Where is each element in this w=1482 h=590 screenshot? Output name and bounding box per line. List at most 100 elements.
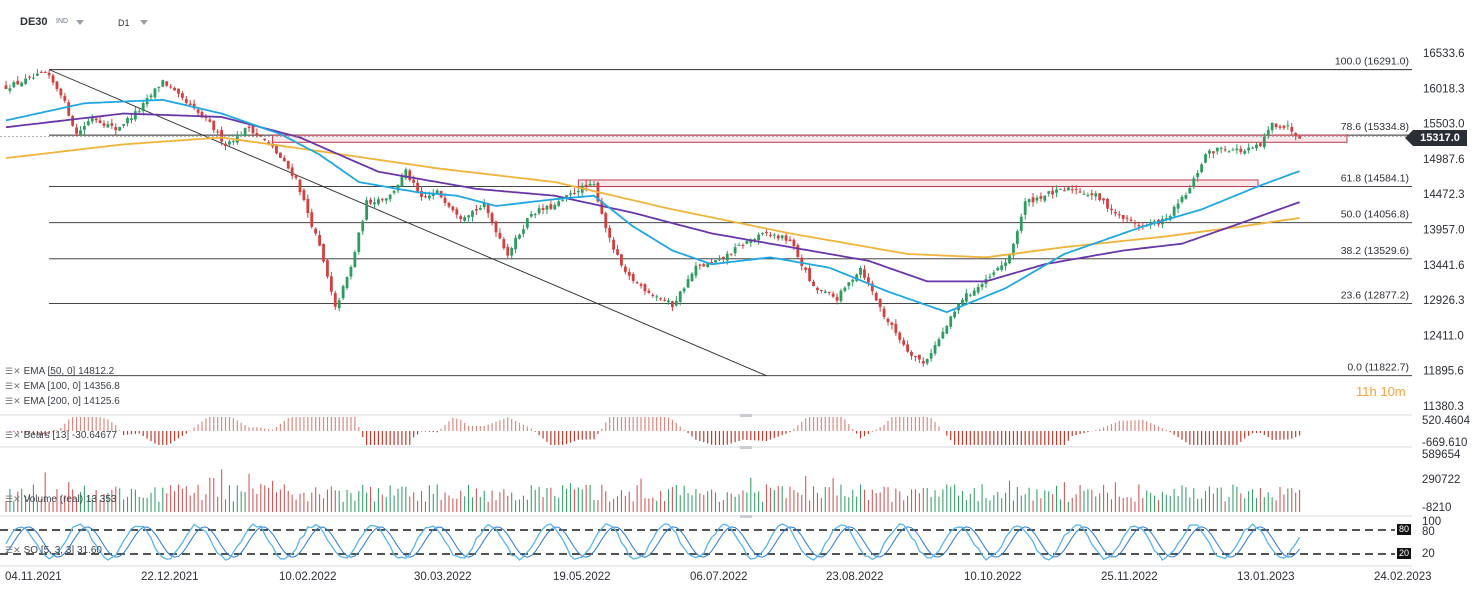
candle-body [1110, 208, 1113, 211]
legend-ema200[interactable]: ☰✕ EMA [200, 0] 14125.6 [5, 396, 120, 407]
legend-volume[interactable]: ☰✕ Volume (real) 13 353 [5, 494, 116, 505]
candle-body [941, 331, 945, 339]
candle-body [153, 88, 157, 98]
candle-body [377, 199, 380, 204]
candle-body [455, 209, 459, 215]
candle-body [1204, 154, 1207, 163]
candle-body [541, 208, 545, 210]
candle-body [1255, 144, 1258, 149]
candle-body [863, 269, 866, 278]
candle-body [337, 300, 341, 309]
candle-body [302, 190, 306, 201]
sub-axis-label: 290722 [1422, 474, 1460, 486]
legend-ema50[interactable]: ☰✕ EMA [50, 0] 14812.2 [5, 366, 114, 377]
x-tick-label: 22.12.2021 [141, 571, 199, 583]
candle-body [1043, 195, 1047, 201]
candle-body [345, 277, 349, 288]
candle-body [1027, 199, 1031, 203]
candle-body [35, 73, 39, 76]
candle-body [1227, 151, 1231, 153]
candle-body [24, 78, 27, 84]
candle-body [51, 75, 55, 83]
candle-body [733, 247, 737, 254]
fib-level-label: 61.8 (14584.1) [1341, 173, 1409, 185]
legend-bears[interactable]: ☰✕ Bears [13] -30.64677 [5, 430, 117, 441]
sub-axis-label: 20 [1422, 548, 1435, 560]
x-tick-label: 13.01.2023 [1237, 571, 1295, 583]
candle-body [12, 82, 16, 88]
candle-body [192, 103, 196, 109]
candle-body [1247, 147, 1251, 151]
y-tick-label: 15503.0 [1423, 119, 1465, 131]
candle-body [510, 248, 514, 256]
candle-body [1133, 222, 1137, 224]
candle-body [20, 82, 24, 87]
candle-body [47, 72, 51, 76]
candle-body [529, 214, 533, 217]
menu-icon[interactable]: ☰✕ [5, 381, 21, 391]
candle-body [890, 322, 894, 325]
candle-body [1200, 164, 1203, 173]
candle-body [788, 239, 792, 242]
candle-body [118, 127, 122, 131]
candle-body [929, 353, 933, 359]
candle-body [961, 299, 964, 305]
candle-body [792, 239, 796, 247]
candle-body [333, 293, 337, 307]
symbol-dropdown-icon[interactable] [76, 20, 84, 25]
menu-icon[interactable]: ☰✕ [5, 366, 21, 376]
legend-so[interactable]: ☰✕ SO [5, 3, 3] 31.60 [5, 545, 102, 556]
candle-body [204, 116, 208, 119]
candle-body [231, 141, 235, 143]
y-tick-label: 14987.6 [1423, 154, 1465, 166]
candle-body [32, 77, 35, 79]
so-signal-line [5, 526, 1300, 558]
candle-body [79, 130, 82, 135]
candle-body [1102, 198, 1105, 201]
candle-body [1235, 148, 1239, 151]
panel-resize-handle [740, 446, 752, 449]
candle-body [1074, 189, 1078, 191]
legend-volume-text: Volume (real) 13 353 [23, 494, 117, 505]
x-tick-label: 25.11.2022 [1101, 571, 1158, 583]
x-tick-label: 10.10.2022 [964, 571, 1022, 583]
candle-body [71, 116, 75, 126]
candle-body [463, 216, 467, 221]
legend-ema100[interactable]: ☰✕ EMA [100, 0] 14356.8 [5, 381, 120, 392]
candle-body [1266, 129, 1270, 136]
menu-icon[interactable]: ☰✕ [5, 494, 21, 504]
candle-body [396, 184, 400, 191]
symbol-label[interactable]: DE30 [20, 16, 48, 28]
candle-body [753, 238, 757, 240]
menu-icon[interactable]: ☰✕ [5, 396, 21, 406]
candle-body [643, 284, 647, 292]
candle-body [86, 121, 90, 126]
candle-body [561, 199, 565, 201]
candle-body [137, 111, 141, 113]
y-tick-label: 14472.3 [1423, 189, 1465, 201]
timeframe-dropdown-icon[interactable] [140, 20, 148, 25]
candle-body [212, 120, 216, 131]
timeframe-label[interactable]: D1 [118, 18, 130, 28]
candle-body [447, 202, 451, 207]
menu-icon[interactable]: ☰✕ [5, 545, 21, 555]
candle-body [388, 194, 392, 200]
candle-body [1294, 132, 1298, 136]
y-tick-label: 16533.6 [1423, 48, 1465, 60]
candle-body [161, 80, 165, 87]
candle-body [8, 88, 12, 91]
candle-body [812, 281, 815, 286]
candle-body [502, 239, 506, 249]
candle-body [341, 286, 345, 299]
candle-body [1231, 149, 1235, 151]
candle-body [808, 268, 811, 282]
candle-body [1051, 190, 1055, 195]
candle-body [553, 204, 557, 210]
menu-icon[interactable]: ☰✕ [5, 430, 21, 440]
candle-body [228, 141, 231, 145]
candle-body [1000, 265, 1004, 270]
fib-level-label: 38.2 (13529.6) [1341, 245, 1409, 257]
candle-body [310, 212, 314, 227]
candle-body [314, 228, 318, 234]
